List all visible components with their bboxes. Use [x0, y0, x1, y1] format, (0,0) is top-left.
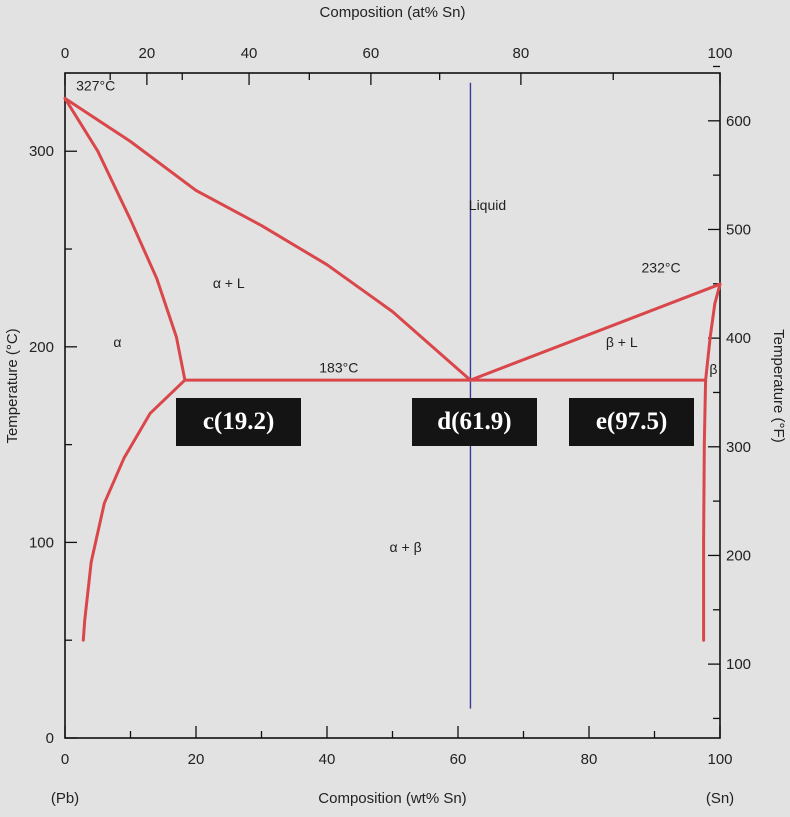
- solidus-right: [704, 282, 722, 382]
- callout-label: c(19.2): [176, 398, 302, 446]
- x-bottom-end-label-sn: (Sn): [706, 790, 734, 807]
- y-right-tick-label: 200: [726, 547, 751, 564]
- solvus-right: [702, 378, 708, 642]
- x-top-tick-label: 20: [139, 45, 156, 62]
- y-left-tick-label: 100: [29, 534, 54, 551]
- x-top-tick-label: 100: [707, 45, 732, 62]
- y-left-tick-label: 200: [29, 339, 54, 356]
- y-right-tick-label: 300: [726, 439, 751, 456]
- y-left-tick-label: 300: [29, 143, 54, 160]
- y-right-tick-label: 100: [726, 656, 751, 673]
- region-label: β + L: [606, 334, 638, 350]
- liquidus-right: [468, 282, 722, 382]
- y-right-tick-label: 600: [726, 113, 751, 130]
- region-label: Liquid: [469, 197, 506, 213]
- x-bottom-tick-label: 60: [450, 751, 467, 768]
- y-right-axis-label: Temperature (°F): [770, 329, 787, 443]
- liquidus-left: [63, 96, 472, 382]
- region-label: α + β: [390, 539, 422, 555]
- region-label: β: [709, 361, 717, 377]
- x-bottom-tick-label: 80: [581, 751, 598, 768]
- x-bottom-tick-label: 40: [319, 751, 336, 768]
- x-top-axis-label: Composition (at% Sn): [320, 4, 466, 21]
- solvus-left: [81, 378, 187, 642]
- y-left-axis-label: Temperature (°C): [4, 328, 21, 443]
- x-bottom-axis-label: Composition (wt% Sn): [318, 790, 466, 807]
- callout-label: d(61.9): [411, 398, 537, 446]
- region-label: 327°C: [76, 78, 115, 94]
- x-top-tick-label: 80: [513, 45, 530, 62]
- x-top-tick-label: 0: [61, 45, 69, 62]
- y-right-tick-label: 400: [726, 330, 751, 347]
- x-bottom-tick-label: 0: [61, 751, 69, 768]
- x-bottom-tick-label: 100: [707, 751, 732, 768]
- region-label: α + L: [213, 275, 245, 291]
- y-left-tick-label: 0: [46, 730, 54, 747]
- region-label: 183°C: [319, 359, 358, 375]
- x-top-tick-label: 40: [241, 45, 258, 62]
- region-label: 232°C: [642, 260, 681, 276]
- x-bottom-tick-label: 20: [188, 751, 205, 768]
- y-right-tick-label: 500: [726, 221, 751, 238]
- x-bottom-end-label-pb: (Pb): [51, 790, 79, 807]
- x-top-tick-label: 60: [363, 45, 380, 62]
- solidus-left: [63, 96, 187, 382]
- callout-label: e(97.5): [569, 398, 695, 446]
- region-label: α: [113, 334, 121, 350]
